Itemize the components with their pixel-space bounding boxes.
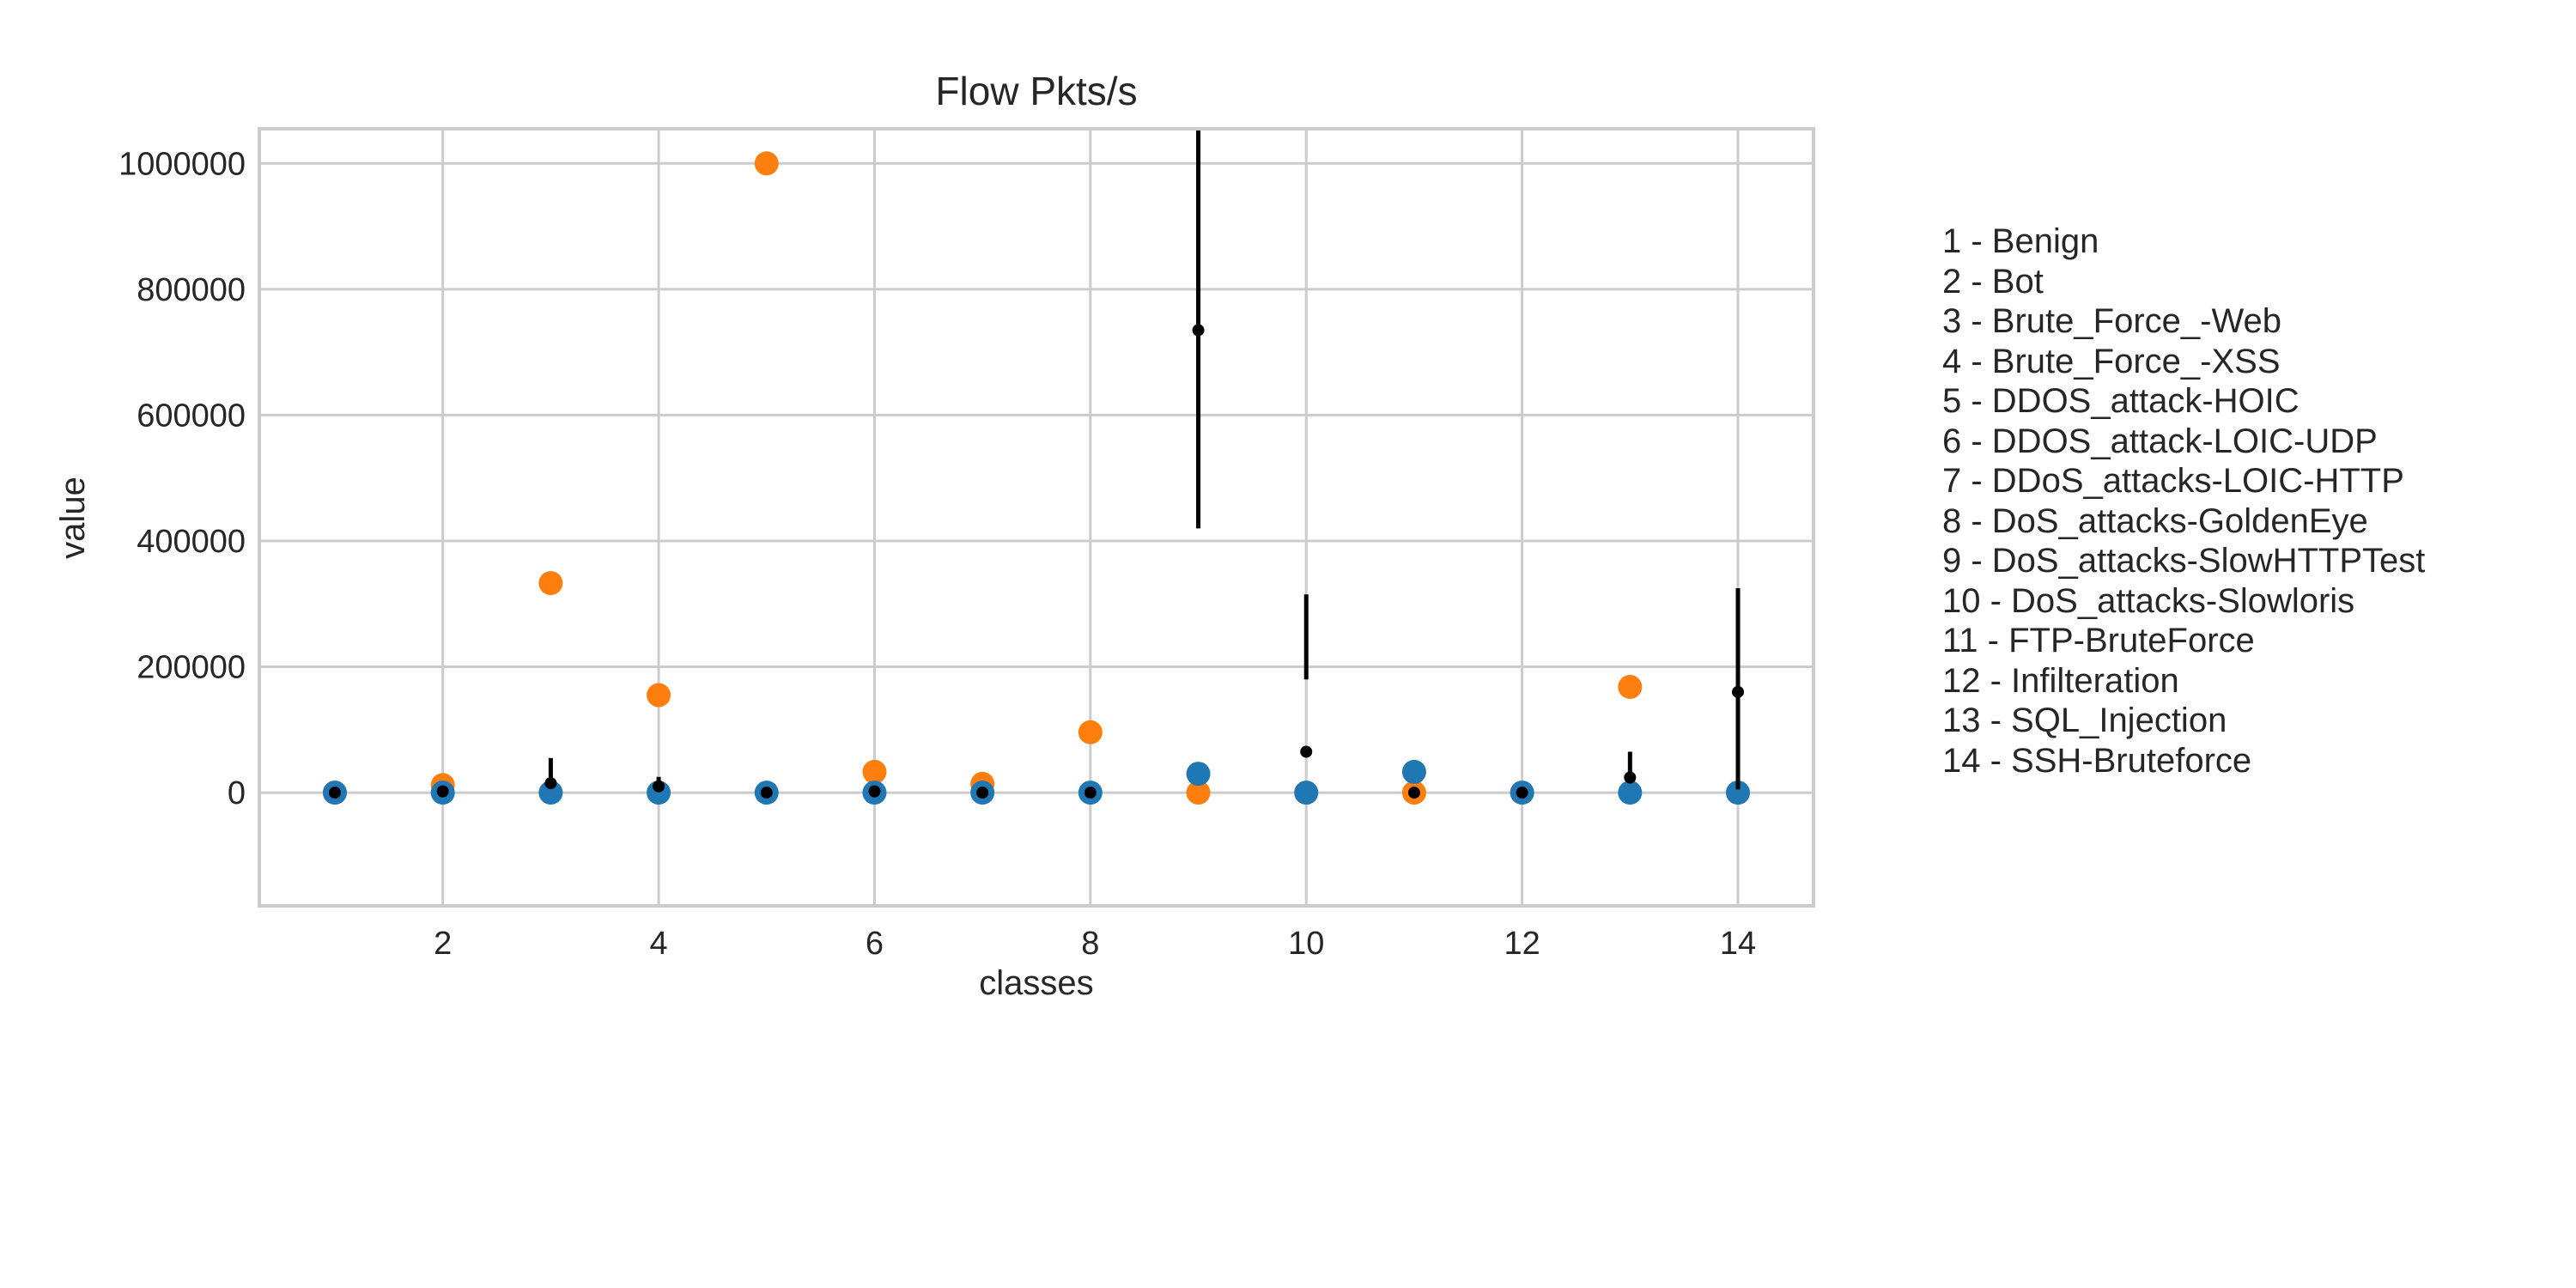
y-tick-label: 600000 — [137, 398, 246, 434]
blue-point — [1618, 781, 1643, 805]
orange-point — [1618, 674, 1643, 699]
legend-entry: 4 - Brute_Force_-XSS — [1942, 342, 2281, 380]
mean-point — [328, 787, 341, 799]
orange-point — [1078, 720, 1103, 744]
blue-point — [538, 781, 563, 805]
legend-entry: 1 - Benign — [1942, 222, 2099, 260]
mean-point — [1732, 685, 1745, 698]
legend-entry: 8 - DoS_attacks-GoldenEye — [1942, 501, 2368, 540]
y-tick-label: 200000 — [137, 650, 246, 686]
x-tick-label: 6 — [866, 926, 884, 962]
legend-entry: 11 - FTP-BruteForce — [1942, 622, 2255, 659]
blue-point — [1186, 762, 1211, 787]
legend-entry: 10 - DoS_attacks-Slowloris — [1942, 581, 2355, 620]
legend-entry: 7 - DDoS_attacks-LOIC-HTTP — [1942, 462, 2404, 500]
y-tick-label: 0 — [228, 775, 246, 811]
class-legend: 1 - Benign 2 - Bot 3 - Brute_Force_-Web 4 -… — [1942, 222, 2425, 781]
x-tick-label: 8 — [1081, 926, 1099, 962]
mean-point — [1624, 771, 1637, 784]
orange-point — [862, 759, 887, 784]
x-axis-label: classes — [979, 964, 1093, 1002]
x-tick-label: 12 — [1504, 926, 1540, 962]
blue-point — [1726, 781, 1751, 805]
mean-point — [653, 780, 665, 793]
mean-point — [436, 785, 449, 798]
mean-point — [868, 785, 881, 798]
x-tick-label: 2 — [434, 926, 452, 962]
mean-point — [976, 787, 989, 799]
mean-point — [1084, 787, 1097, 799]
mean-point — [760, 787, 773, 799]
legend-entry: 2 - Bot — [1942, 262, 2044, 301]
y-axis-label: value — [54, 477, 92, 559]
y-tick-label: 400000 — [137, 524, 246, 560]
blue-point — [1401, 759, 1426, 784]
tick-labels: 2 4 6 8 10 12 14 0 200000 400000 600000 800000 10000… — [118, 146, 1756, 962]
mean-point — [544, 777, 557, 790]
legend-entry: 14 - SSH-Bruteforce — [1942, 741, 2252, 780]
legend-entry: 9 - DoS_attacks-SlowHTTPTest — [1942, 542, 2426, 580]
legend-entry: 12 - Infilteration — [1942, 661, 2179, 700]
y-tick-label: 1000000 — [118, 146, 246, 182]
chart-title: Flow Pkts/s — [935, 69, 1137, 113]
legend-entry: 5 - DDOS_attack-HOIC — [1942, 382, 2300, 420]
orange-point — [1186, 781, 1211, 805]
plot-frame — [258, 127, 1815, 908]
orange-point — [538, 571, 563, 596]
legend-entry: 13 - SQL_Injection — [1942, 702, 2227, 739]
grid-lines — [259, 129, 1814, 906]
legend-entry: 3 - Brute_Force_-Web — [1942, 302, 2281, 340]
x-tick-label: 4 — [649, 926, 667, 962]
blue-point — [647, 781, 671, 805]
legend-entry: 6 - DDOS_attack-LOIC-UDP — [1942, 422, 2378, 460]
mean-point — [1192, 324, 1205, 337]
mean-point — [1516, 787, 1528, 799]
blue-point — [1294, 781, 1319, 805]
x-tick-label: 10 — [1288, 926, 1324, 962]
data-points — [322, 129, 1751, 805]
y-tick-label: 800000 — [137, 272, 246, 308]
orange-point — [754, 151, 779, 176]
mean-point — [1300, 745, 1313, 758]
mean-point — [1407, 787, 1420, 799]
orange-point — [647, 683, 671, 708]
x-tick-label: 14 — [1720, 926, 1756, 962]
